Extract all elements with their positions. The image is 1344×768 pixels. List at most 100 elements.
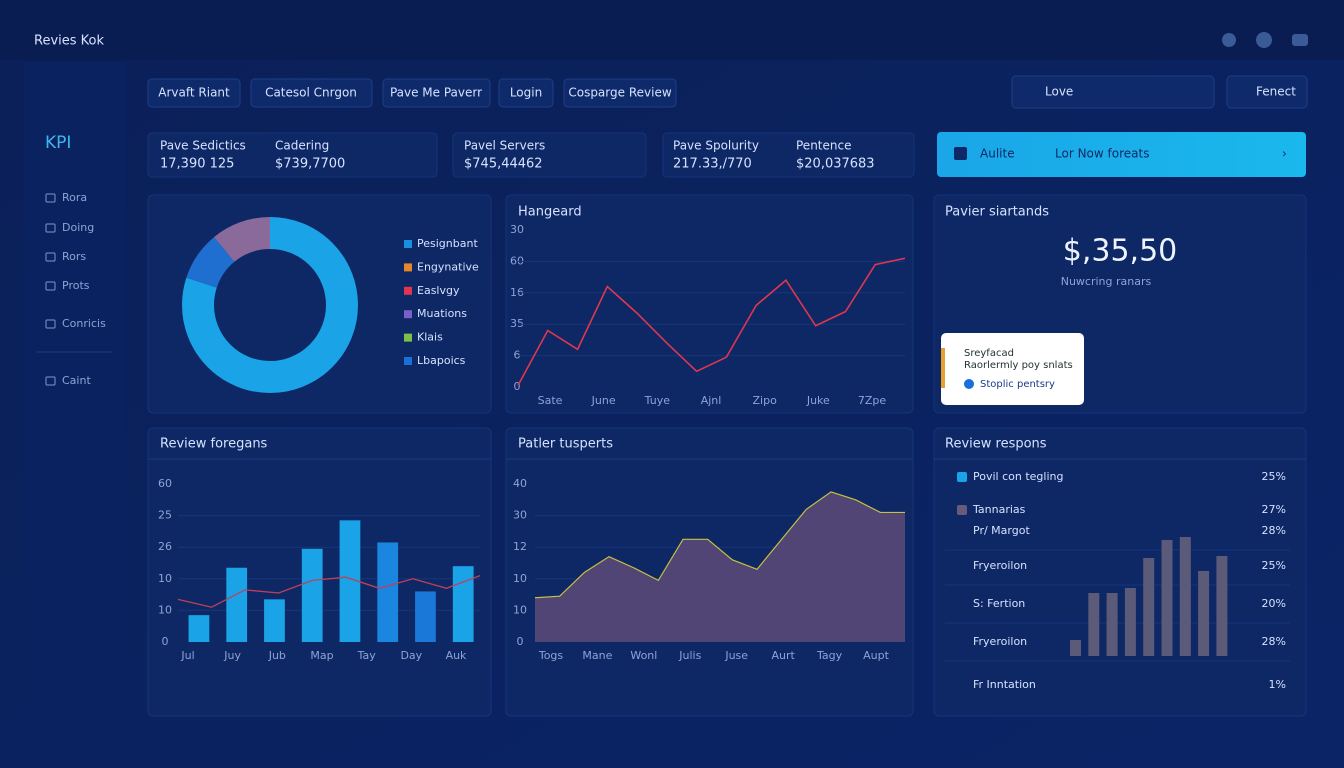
- nav-icon[interactable]: [45, 281, 56, 291]
- bar: [339, 520, 361, 642]
- trend-line: [177, 575, 481, 608]
- y-tick-label: 6: [514, 349, 521, 362]
- toolbar-button[interactable]: [1226, 75, 1308, 109]
- popup-action[interactable]: Stoplic pentsry: [980, 379, 1055, 390]
- panel-title: Hangeard: [518, 205, 582, 220]
- legend-label: Lbapoics: [417, 354, 466, 367]
- toolbar-button[interactable]: [147, 78, 241, 108]
- nav-item[interactable]: Conricis: [62, 317, 106, 330]
- icon[interactable]: [1292, 34, 1308, 46]
- banner[interactable]: [937, 132, 1306, 177]
- toolbar-label[interactable]: Fenect: [1256, 85, 1296, 99]
- kpi-value: $20,037683: [796, 157, 875, 172]
- area-line: [534, 491, 905, 599]
- kpi-label: Pentence: [796, 139, 851, 153]
- nav-item[interactable]: Caint: [62, 374, 91, 387]
- row-label: Pr/ Margot: [973, 524, 1030, 537]
- nav-item[interactable]: Doing: [62, 221, 94, 234]
- x-tick-label: 7Zpe: [858, 394, 887, 407]
- toolbar-label[interactable]: Catesol Cnrgon: [265, 86, 357, 100]
- bar: [264, 599, 285, 642]
- legend-swatch: [404, 310, 412, 319]
- legend-label: Easlvgy: [417, 284, 460, 297]
- row-label: Fryeroilon: [973, 559, 1027, 572]
- toolbar-label[interactable]: Cosparge Review: [568, 86, 671, 100]
- y-tick-label: 10: [513, 572, 527, 585]
- kpi-label: Pave Spolurity: [673, 139, 759, 153]
- bar: [452, 566, 474, 642]
- x-tick-label: Tagy: [816, 649, 843, 662]
- kpi-card: [452, 132, 647, 178]
- x-tick-label: June: [591, 394, 616, 407]
- area-fill: [535, 491, 905, 642]
- y-tick-label: 10: [158, 603, 172, 616]
- bar: [1124, 588, 1136, 656]
- bar: [1106, 593, 1118, 656]
- y-tick-label: 0: [517, 635, 524, 648]
- nav-item[interactable]: Rora: [62, 191, 87, 204]
- toolbar-label[interactable]: Arvaft Riant: [158, 86, 230, 100]
- toolbar-label[interactable]: Love: [1045, 85, 1073, 99]
- panel-title: Pavier siartands: [945, 205, 1049, 220]
- bar: [1198, 571, 1210, 656]
- nav-icon[interactable]: [45, 223, 56, 233]
- toolbar-button[interactable]: [382, 78, 491, 108]
- x-tick-label: Togs: [538, 649, 564, 662]
- icon[interactable]: [1222, 33, 1236, 47]
- toolbar-button[interactable]: [563, 78, 677, 108]
- toolbar-button[interactable]: [498, 78, 554, 108]
- stat-value: $,35,50: [1063, 234, 1178, 269]
- nav-icon[interactable]: [45, 319, 56, 329]
- toolbar-label[interactable]: Pave Me Paverr: [390, 86, 482, 100]
- row-value: 1%: [1269, 678, 1286, 691]
- toolbar-label[interactable]: Login: [510, 86, 542, 100]
- row-label: Povil con tegling: [973, 470, 1063, 483]
- banner-label: Aulite: [980, 147, 1015, 161]
- y-tick-label: 16: [510, 286, 524, 299]
- x-tick-label: Sate: [538, 394, 563, 407]
- nav-icon[interactable]: [45, 252, 56, 262]
- nav-icon[interactable]: [45, 376, 56, 386]
- y-tick-label: 30: [513, 509, 527, 522]
- x-tick-label: Mane: [582, 649, 612, 662]
- legend-swatch: [404, 240, 412, 248]
- x-tick-label: Aurt: [771, 649, 795, 662]
- icon[interactable]: [1256, 32, 1272, 48]
- nav-item[interactable]: Prots: [62, 279, 90, 292]
- line-panel: [505, 194, 914, 414]
- y-tick-label: 0: [514, 380, 521, 393]
- kpi-card: [147, 132, 438, 178]
- y-tick-label: 30: [510, 223, 524, 236]
- legend-label: Muations: [417, 307, 467, 320]
- row-swatch: [957, 505, 967, 515]
- nav-icon[interactable]: [45, 193, 56, 203]
- popup-accent: [941, 348, 945, 388]
- sidebar-title: KPI: [45, 133, 71, 153]
- bar: [1161, 540, 1173, 656]
- chevron: ›: [1282, 147, 1287, 161]
- bar: [415, 591, 436, 642]
- row-value: 20%: [1262, 597, 1286, 610]
- legend-label: Pesignbant: [417, 237, 478, 250]
- bar: [1070, 640, 1081, 656]
- bar: [301, 548, 323, 642]
- nav-item[interactable]: Rors: [62, 250, 86, 263]
- brand: Revies Kok: [34, 34, 104, 49]
- responses-panel: [933, 427, 1307, 717]
- toolbar-group[interactable]: [1011, 75, 1215, 109]
- row-label: Fryeroilon: [973, 635, 1027, 648]
- stat-caption: Nuwcring ranars: [1061, 275, 1152, 288]
- legend-swatch: [404, 263, 412, 272]
- toolbar-button[interactable]: [250, 78, 373, 108]
- bar: [1143, 558, 1155, 656]
- banner-icon: [954, 147, 967, 160]
- x-tick-label: Wonl: [630, 649, 657, 662]
- row-label: S: Fertion: [973, 597, 1025, 610]
- x-tick-label: Juy: [223, 649, 241, 662]
- popup-icon: [964, 379, 974, 389]
- y-tick-label: 60: [510, 254, 524, 267]
- x-tick-label: Tay: [357, 649, 377, 662]
- y-tick-label: 0: [162, 635, 169, 648]
- x-tick-label: Julis: [678, 649, 701, 662]
